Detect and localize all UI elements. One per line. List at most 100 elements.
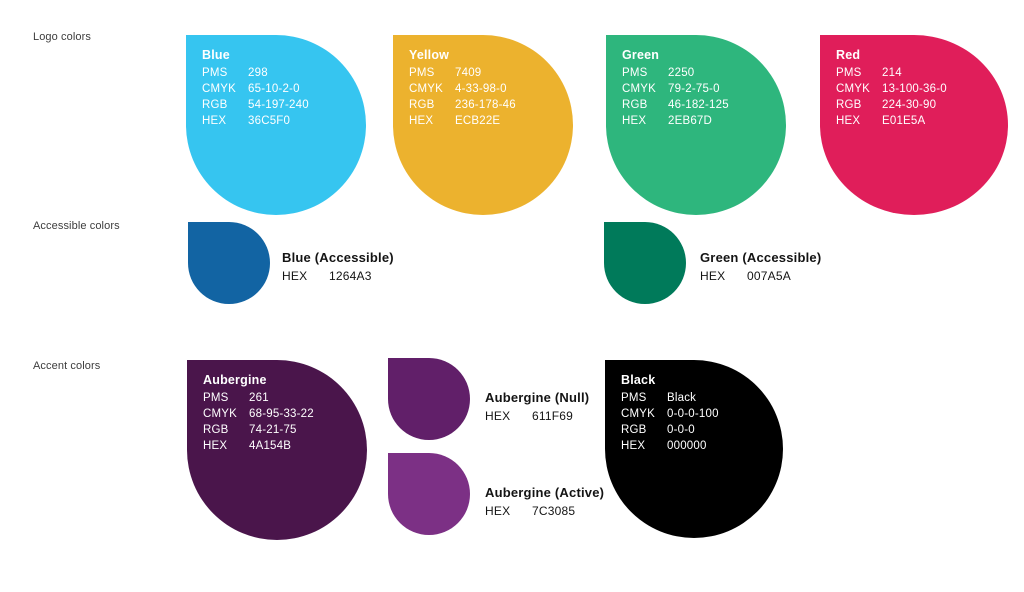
hex-label: HEX xyxy=(485,504,511,518)
cmyk-label: CMYK xyxy=(622,83,657,95)
swatch-aubergine-active-name: Aubergine (Active) xyxy=(485,485,605,500)
swatch-blue-pms-value: 298 xyxy=(248,67,268,79)
swatch-aubergine-pms-value: 261 xyxy=(249,392,269,404)
hex-label: HEX xyxy=(622,115,647,127)
swatch-black-rgb-value: 0-0-0 xyxy=(667,424,695,436)
swatch-aubergine-rgb-value: 74-21-75 xyxy=(249,424,297,436)
swatch-green-hex-row: HEX 2EB67D xyxy=(622,113,786,129)
hex-label: HEX xyxy=(485,409,511,423)
swatch-red-pms-value: 214 xyxy=(882,67,902,79)
pms-label: PMS xyxy=(409,67,435,79)
swatch-green-rgb-row: RGB 46-182-125 xyxy=(622,97,786,113)
swatch-red-blob: Red PMS 214 CMYK 13-100-36-0 RGB 224-30-90 … xyxy=(820,35,1008,215)
swatch-black-pms-value: Black xyxy=(667,392,697,404)
swatch-green-accessible-name: Green (Accessible) xyxy=(700,250,822,265)
rgb-label: RGB xyxy=(202,99,228,111)
swatch-red-pms-row: PMS 214 xyxy=(836,65,1008,81)
swatch-aubergine-cmyk-value: 68-95-33-22 xyxy=(249,408,314,420)
swatch-black-pms-row: PMS Black xyxy=(621,390,783,406)
swatch-green-blob: Green PMS 2250 CMYK 79-2-75-0 RGB 46-182-12… xyxy=(606,35,786,215)
swatch-yellow-blob: Yellow PMS 7409 CMYK 4-33-98-0 RGB 236-178-… xyxy=(393,35,573,215)
swatch-red-name: Red xyxy=(836,48,861,62)
swatch-blue-accessible-info: Blue (Accessible) HEX 1264A3 xyxy=(282,249,394,285)
swatch-yellow-specs: Yellow PMS 7409 CMYK 4-33-98-0 RGB 236-178-… xyxy=(393,35,573,129)
swatch-green-cmyk-value: 79-2-75-0 xyxy=(668,83,720,95)
swatch-green-accessible-blob xyxy=(604,222,686,304)
hex-label: HEX xyxy=(409,115,434,127)
swatch-aubergine-name: Aubergine xyxy=(203,373,267,387)
swatch-green-accessible-hex-row: HEX 007A5A xyxy=(700,268,821,285)
swatch-aubergine-null-name: Aubergine (Null) xyxy=(485,390,590,405)
pms-label: PMS xyxy=(621,392,647,404)
swatch-green-accessible-info: Green (Accessible) HEX 007A5A xyxy=(700,249,821,285)
swatch-yellow-cmyk-value: 4-33-98-0 xyxy=(455,83,507,95)
section-label-accessible-colors: Accessible colors xyxy=(33,220,120,232)
swatch-blue-accessible-blob xyxy=(188,222,270,304)
swatch-red-rgb-row: RGB 224-30-90 xyxy=(836,97,1008,113)
swatch-blue-accessible-hex-value: 1264A3 xyxy=(329,269,372,283)
cmyk-label: CMYK xyxy=(203,408,238,420)
swatch-blue-name: Blue xyxy=(202,48,230,62)
hex-label: HEX xyxy=(202,115,227,127)
swatch-aubergine-hex-row: HEX 4A154B xyxy=(203,438,367,454)
rgb-label: RGB xyxy=(621,424,647,436)
pms-label: PMS xyxy=(202,67,228,79)
hex-label: HEX xyxy=(203,440,228,452)
pms-label: PMS xyxy=(622,67,648,79)
swatch-green-rgb-value: 46-182-125 xyxy=(668,99,729,111)
swatch-black-hex-value: 000000 xyxy=(667,440,707,452)
swatch-black-cmyk-row: CMYK 0-0-0-100 xyxy=(621,406,783,422)
rgb-label: RGB xyxy=(836,99,862,111)
swatch-red-cmyk-row: CMYK 13-100-36-0 xyxy=(836,81,1008,97)
swatch-blue-accessible-name: Blue (Accessible) xyxy=(282,250,394,265)
pms-label: PMS xyxy=(836,67,862,79)
swatch-yellow-pms-row: PMS 7409 xyxy=(409,65,573,81)
cmyk-label: CMYK xyxy=(202,83,237,95)
swatch-aubergine-active-hex-value: 7C3085 xyxy=(532,504,576,518)
swatch-blue-blob: Blue PMS 298 CMYK 65-10-2-0 RGB 54-197-240 … xyxy=(186,35,366,215)
cmyk-label: CMYK xyxy=(621,408,656,420)
swatch-green-specs: Green PMS 2250 CMYK 79-2-75-0 RGB 46-182-12… xyxy=(606,35,786,129)
rgb-label: RGB xyxy=(409,99,435,111)
swatch-blue-pms-row: PMS 298 xyxy=(202,65,366,81)
swatch-black-blob: Black PMS Black CMYK 0-0-0-100 RGB 0-0-0 HE… xyxy=(605,360,783,538)
swatch-red-cmyk-value: 13-100-36-0 xyxy=(882,83,947,95)
swatch-aubergine-hex-value: 4A154B xyxy=(249,440,292,452)
hex-label: HEX xyxy=(621,440,646,452)
swatch-black-cmyk-value: 0-0-0-100 xyxy=(667,408,719,420)
swatch-yellow-hex-value: ECB22E xyxy=(455,115,501,127)
cmyk-label: CMYK xyxy=(836,83,871,95)
swatch-red-hex-value: E01E5A xyxy=(882,115,926,127)
swatch-aubergine-cmyk-row: CMYK 68-95-33-22 xyxy=(203,406,367,422)
swatch-yellow-pms-value: 7409 xyxy=(455,67,482,79)
swatch-green-pms-value: 2250 xyxy=(668,67,695,79)
swatch-green-hex-value: 2EB67D xyxy=(668,115,713,127)
swatch-aubergine-active-info: Aubergine (Active) HEX 7C3085 xyxy=(485,484,604,520)
swatch-green-name: Green xyxy=(622,48,660,62)
swatch-blue-hex-row: HEX 36C5F0 xyxy=(202,113,366,129)
swatch-aubergine-null-blob xyxy=(388,358,470,440)
swatch-blue-cmyk-value: 65-10-2-0 xyxy=(248,83,300,95)
hex-label: HEX xyxy=(836,115,861,127)
swatch-blue-accessible-hex-row: HEX 1264A3 xyxy=(282,268,394,285)
swatch-black-name: Black xyxy=(621,373,656,387)
swatch-aubergine-active-blob xyxy=(388,453,470,535)
hex-label: HEX xyxy=(700,269,726,283)
swatch-aubergine-blob: Aubergine PMS 261 CMYK 68-95-33-22 RGB 74-2… xyxy=(187,360,367,540)
swatch-black-hex-row: HEX 000000 xyxy=(621,438,783,454)
swatch-black-rgb-row: RGB 0-0-0 xyxy=(621,422,783,438)
rgb-label: RGB xyxy=(622,99,648,111)
section-label-accent-colors: Accent colors xyxy=(33,360,101,372)
swatch-red-rgb-value: 224-30-90 xyxy=(882,99,937,111)
swatch-aubergine-null-info: Aubergine (Null) HEX 611F69 xyxy=(485,389,589,425)
swatch-yellow-name: Yellow xyxy=(409,48,450,62)
section-label-logo-colors: Logo colors xyxy=(33,31,91,43)
swatch-blue-specs: Blue PMS 298 CMYK 65-10-2-0 RGB 54-197-240 … xyxy=(186,35,366,129)
swatch-blue-rgb-row: RGB 54-197-240 xyxy=(202,97,366,113)
swatch-green-pms-row: PMS 2250 xyxy=(622,65,786,81)
swatch-yellow-cmyk-row: CMYK 4-33-98-0 xyxy=(409,81,573,97)
swatch-green-accessible-hex-value: 007A5A xyxy=(747,269,791,283)
hex-label: HEX xyxy=(282,269,308,283)
rgb-label: RGB xyxy=(203,424,229,436)
